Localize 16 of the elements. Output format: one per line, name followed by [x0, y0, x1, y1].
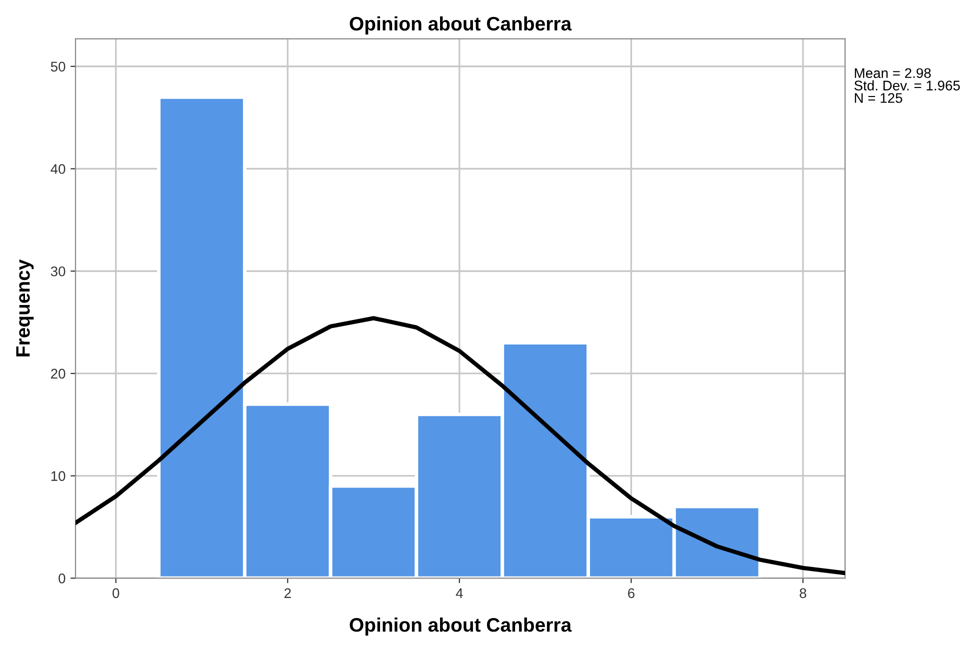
y-tick-label: 30	[50, 266, 66, 276]
x-tick-label: 0	[112, 588, 120, 598]
line-series	[76, 316, 846, 576]
x-axis-title: Opinion about Canberra	[350, 618, 572, 636]
x-tick-label: 4	[456, 588, 463, 598]
chart-title: Opinion about Canberra	[350, 16, 572, 34]
y-tick-label: 20	[51, 368, 66, 379]
y-tick-label: 50	[50, 62, 66, 72]
text: Mean = 2.98 Std. Dev. = 1.965 N = 125	[854, 68, 960, 103]
x-tick-label: 6	[628, 588, 634, 598]
x-tick-label: 8	[800, 588, 806, 598]
y-tick-label: 10	[51, 471, 66, 481]
y-tick-label: 40	[50, 164, 66, 174]
x-tick-label: 2	[284, 588, 291, 598]
y-axis-title: Frequency	[16, 259, 34, 356]
y-tick-label: 0	[58, 574, 66, 584]
